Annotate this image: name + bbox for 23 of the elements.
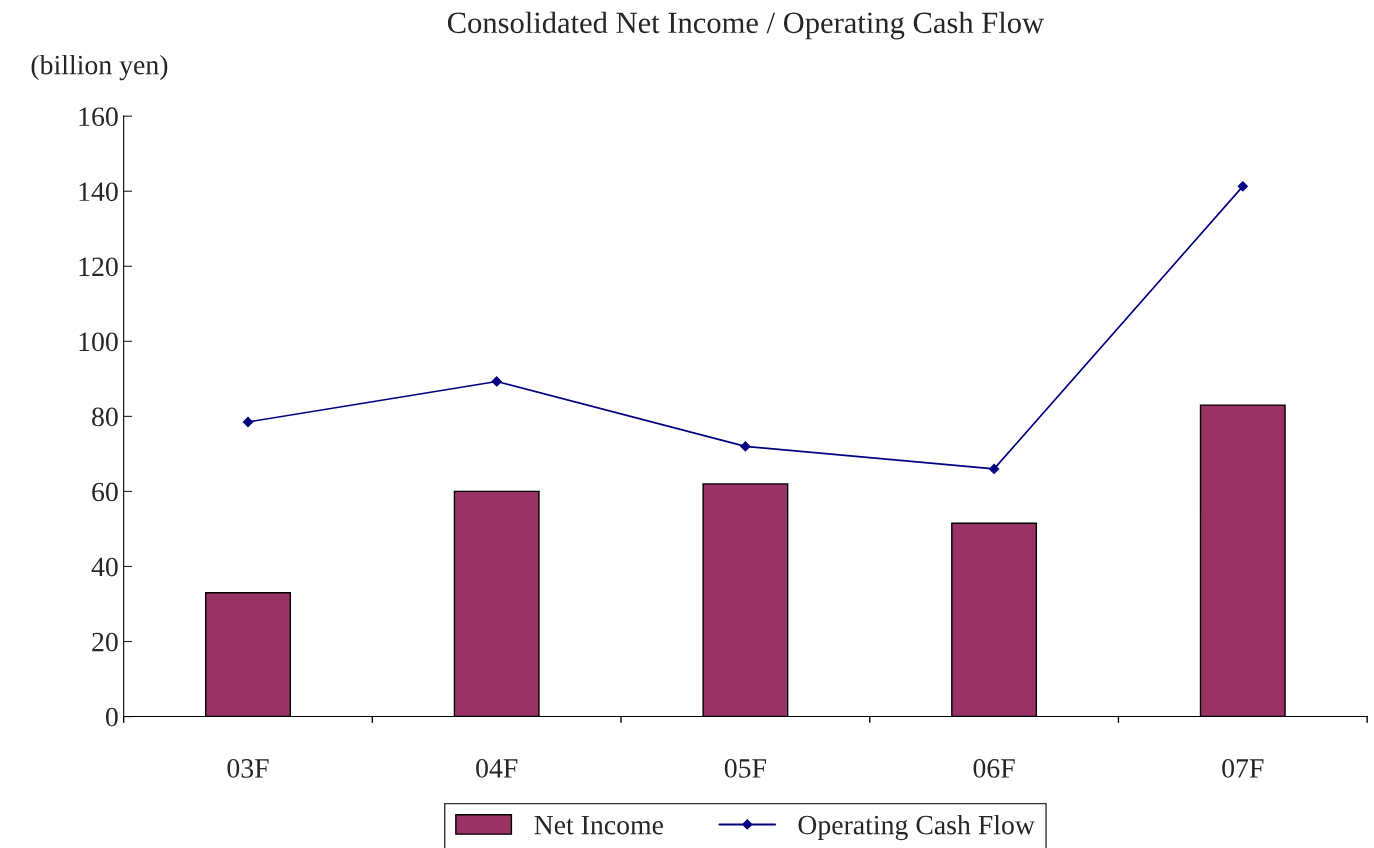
legend-label: Net Income [534, 815, 664, 835]
y-tick-label: 0 [105, 707, 118, 727]
point [491, 376, 502, 387]
point [988, 463, 1000, 475]
y-tick-label: 100 [79, 332, 118, 352]
chart-title: Consolidated Net Income / Operating Cash Flow [447, 11, 1044, 40]
y-tick-label: 160 [79, 107, 118, 127]
y-tick-label: 40 [91, 557, 118, 577]
point [1237, 181, 1248, 192]
y-tick-label: 20 [92, 632, 118, 652]
y-axis-title: (billion yen) [31, 54, 168, 81]
y-tick-label: 80 [92, 407, 118, 427]
legend-label: Operating Cash Flow [798, 814, 1035, 841]
y-tick-label: 60 [92, 482, 118, 502]
point [740, 441, 751, 452]
x-tick-label: 03F [227, 759, 269, 778]
y-tick-label: 140 [79, 182, 118, 202]
x-tick-label: 04F [476, 759, 518, 778]
point [242, 416, 254, 428]
x-tick-label: 07F [1222, 759, 1264, 778]
x-tick-label: 06F [973, 759, 1015, 778]
x-tick-label: 05F [724, 759, 766, 778]
y-tick-label: 120 [79, 257, 118, 277]
